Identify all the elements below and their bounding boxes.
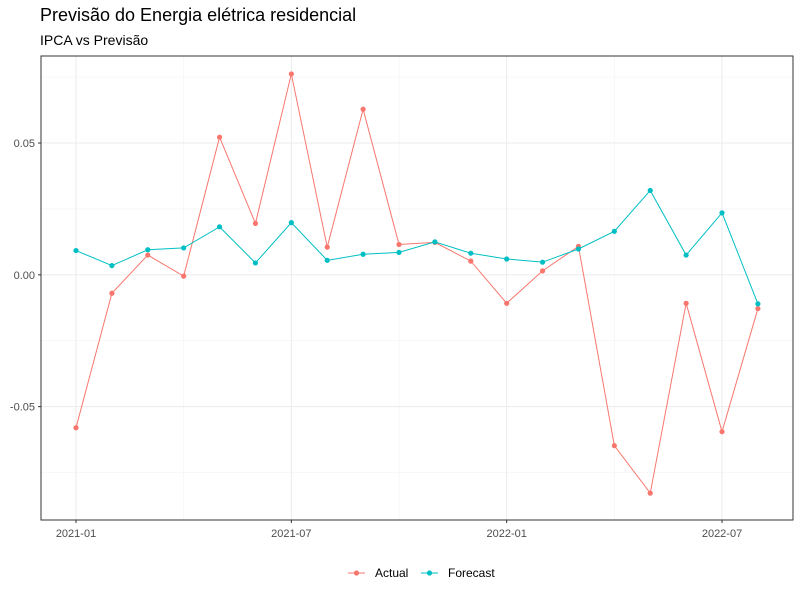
y-tick-label: -0.05 [10, 402, 35, 414]
y-tick-label: 0.05 [14, 138, 35, 150]
series-line-forecast [75, 189, 759, 305]
data-point-actual [216, 134, 223, 140]
data-point-actual [252, 220, 259, 227]
data-point-actual [539, 268, 546, 274]
y-tick-label: 0.00 [14, 270, 35, 282]
legend-key-point-forecast [426, 570, 433, 576]
data-point-actual [647, 490, 653, 496]
data-point-actual [755, 305, 761, 312]
data-point-actual [683, 300, 689, 306]
data-point-actual [109, 290, 115, 296]
data-point-forecast [145, 247, 151, 253]
data-point-forecast [324, 257, 330, 263]
chart-subtitle: IPCA vs Previsão [40, 32, 149, 48]
data-point-forecast [252, 260, 259, 266]
data-point-forecast [719, 210, 725, 216]
data-point-forecast [73, 247, 79, 254]
series-line-actual [75, 73, 759, 495]
x-tick-label: 2021-01 [56, 528, 96, 540]
data-point-forecast [432, 239, 438, 245]
major-gridlines [41, 56, 793, 520]
minor-gridlines [41, 56, 793, 520]
plot-border [40, 55, 794, 521]
legend-label-actual: Actual [375, 566, 408, 580]
data-point-actual [468, 258, 474, 264]
legend-key-point-actual [353, 570, 360, 576]
data-point-forecast [216, 224, 223, 230]
data-point-forecast [755, 301, 761, 307]
data-point-actual [288, 71, 294, 77]
legend: Actual Forecast [348, 566, 495, 580]
data-point-forecast [288, 220, 294, 226]
x-tick-label: 2021-07 [271, 528, 311, 540]
data-point-forecast [396, 249, 402, 256]
data-point-forecast [181, 245, 187, 251]
data-point-actual [145, 252, 151, 258]
data-point-forecast [360, 251, 366, 257]
data-point-forecast [683, 252, 689, 258]
data-point-forecast [539, 259, 546, 265]
data-point-forecast [611, 228, 617, 234]
data-point-forecast [647, 187, 653, 194]
data-point-forecast [575, 246, 582, 252]
chart-title: Previsão do Energia elétrica residencial [40, 5, 357, 25]
legend-label-forecast: Forecast [448, 566, 495, 580]
data-point-forecast [504, 256, 510, 262]
data-point-actual [360, 106, 366, 112]
data-point-actual [73, 425, 79, 431]
data-point-forecast [468, 250, 474, 256]
data-point-actual [611, 443, 617, 449]
plot-panel [41, 56, 793, 520]
data-point-actual [181, 273, 187, 279]
data-point-actual [504, 300, 510, 306]
x-tick-label: 2022-07 [702, 528, 742, 540]
x-tick-label: 2022-01 [486, 528, 526, 540]
axis-layer: -0.05 0.00 0.05 2021-01 2021-07 2022-01 2022-0… [10, 138, 742, 540]
data-point-actual [396, 241, 402, 248]
series-layer [73, 71, 761, 496]
data-point-forecast [109, 262, 115, 269]
data-point-actual [719, 429, 725, 435]
data-point-actual [324, 244, 330, 250]
